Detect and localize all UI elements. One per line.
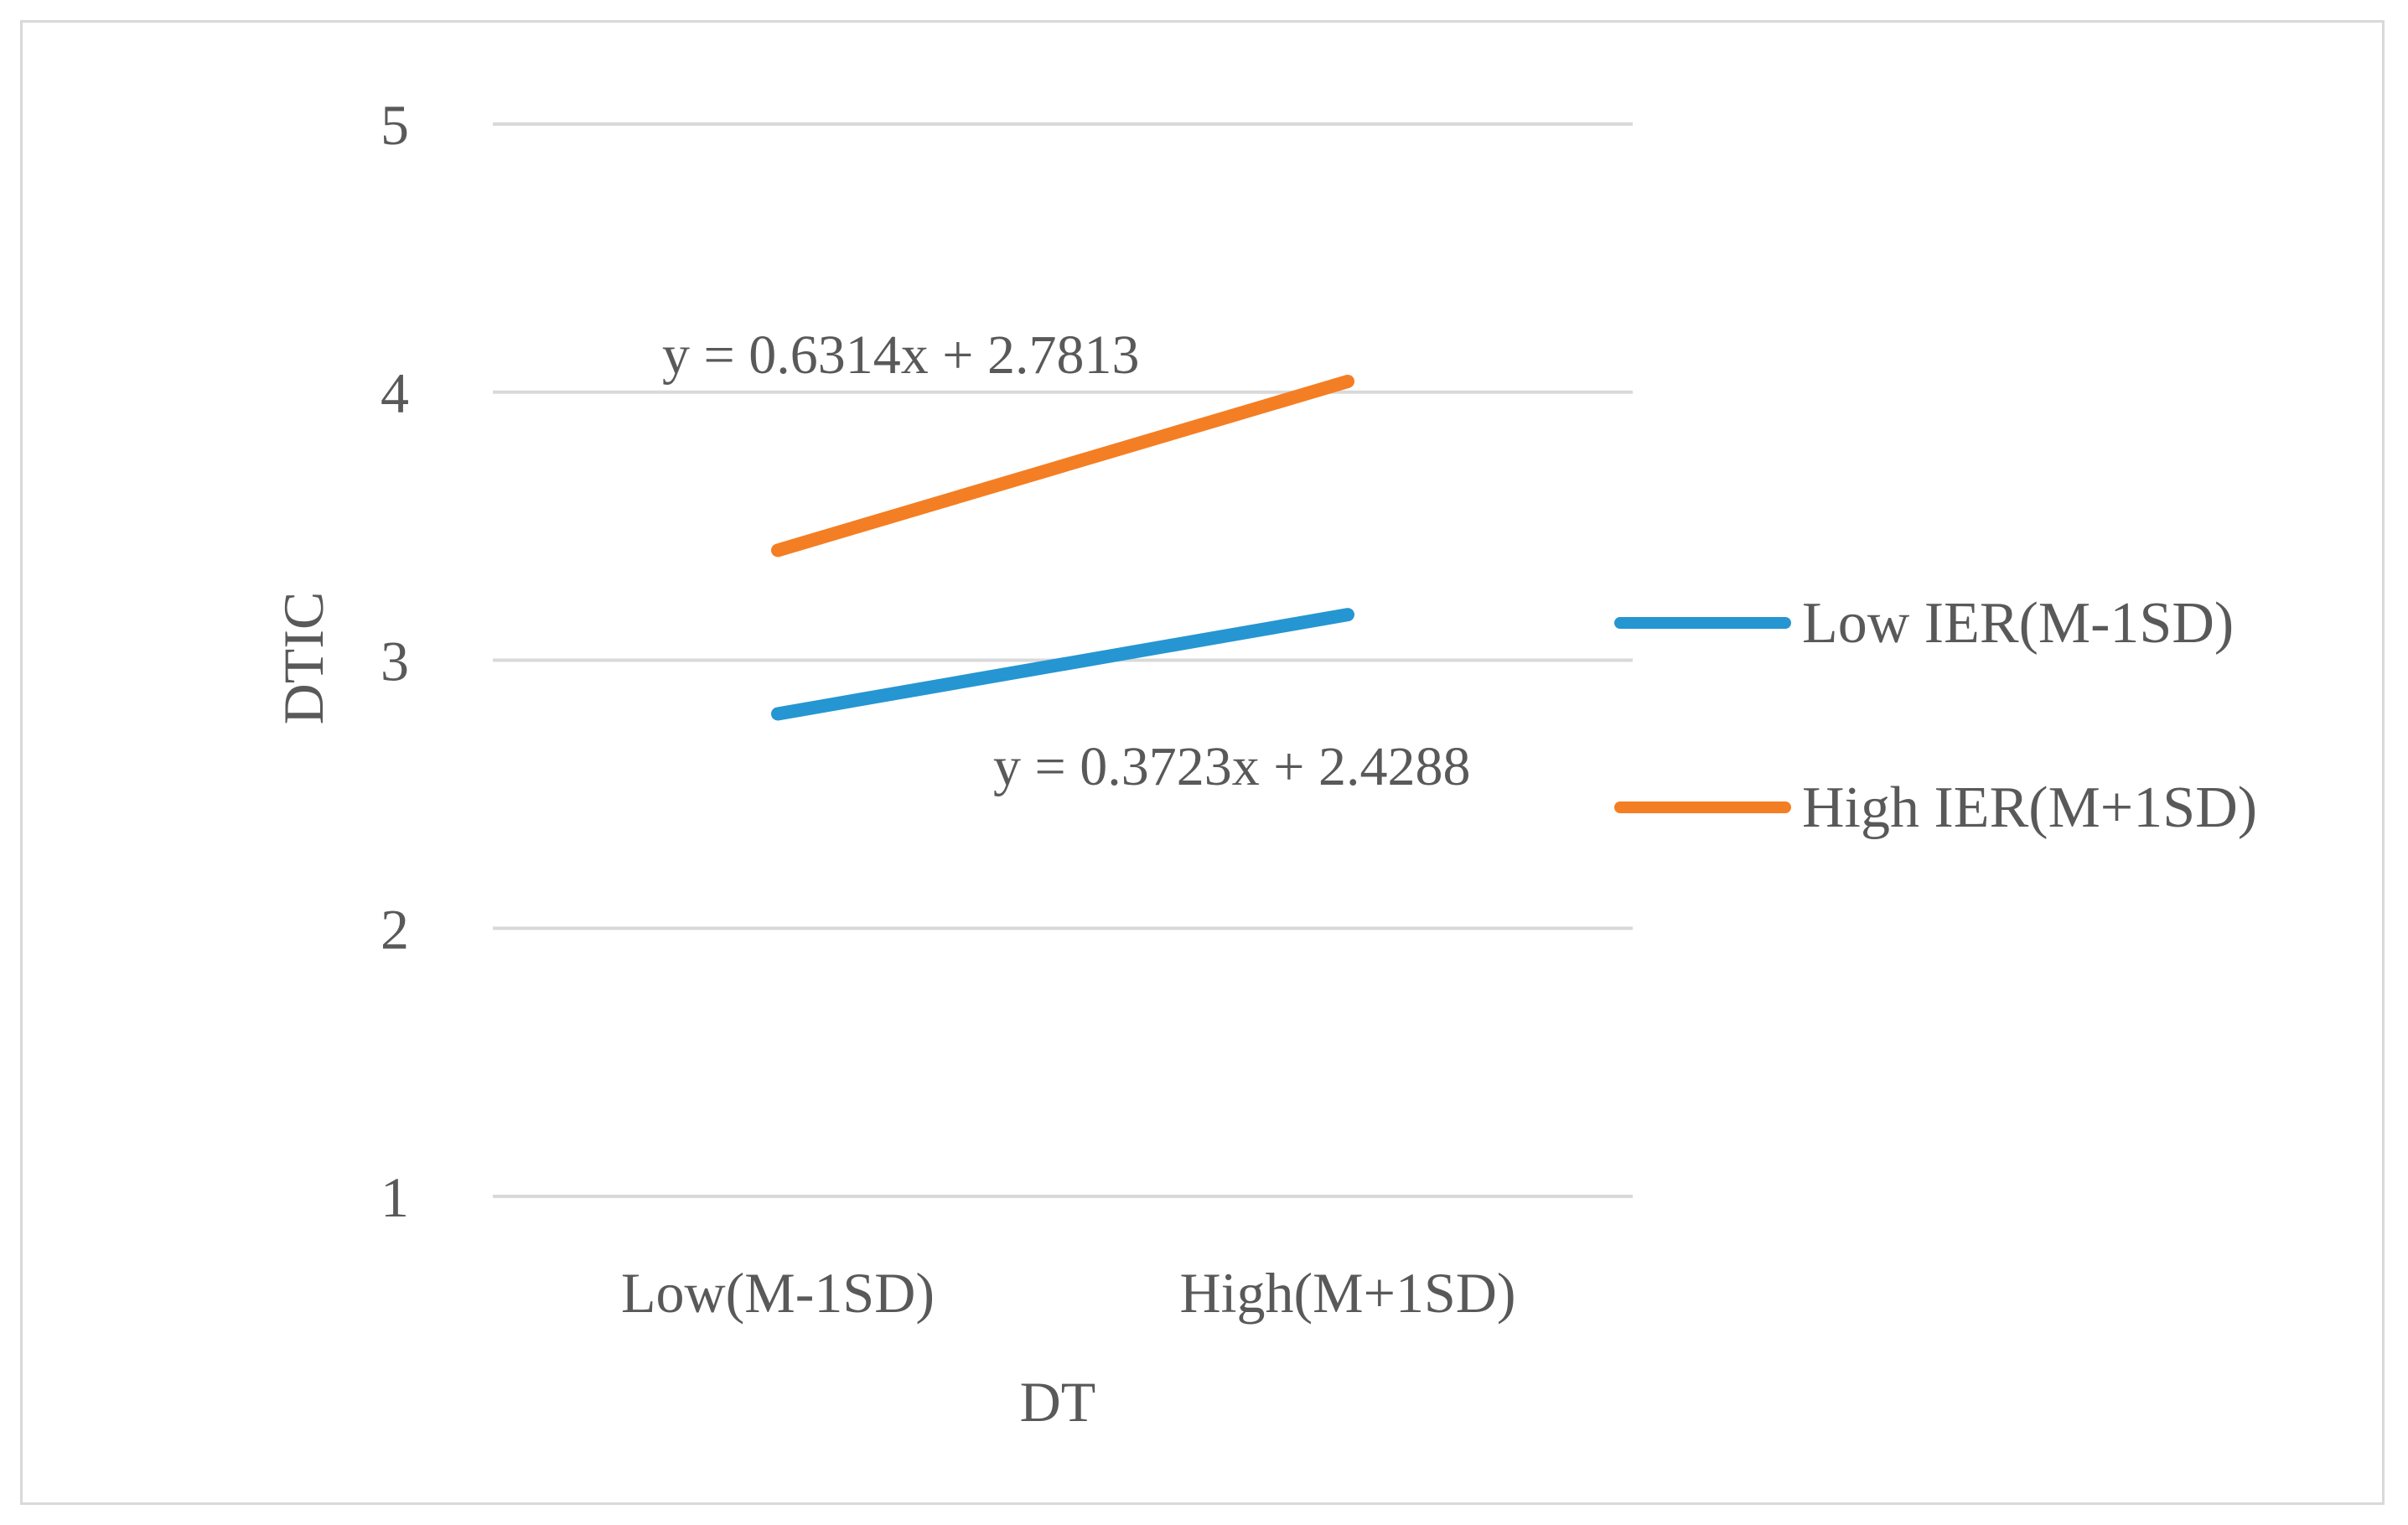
legend: Low IER(M-1SD) High IER(M+1SD) <box>1614 591 2257 840</box>
legend-entry-low-ier: Low IER(M-1SD) <box>1614 591 2234 656</box>
series-line-1 <box>771 374 1354 558</box>
trendline-label-low-ier: y = 0.3723x + 2.4288 <box>993 736 1470 797</box>
legend-entry-high-ier: High IER(M+1SD) <box>1614 775 2257 840</box>
y-axis-ticks: 1 2 3 4 5 <box>381 93 409 1229</box>
x-tick-label-0: Low(M-1SD) <box>621 1261 935 1325</box>
y-axis-title: DTIC <box>272 592 335 725</box>
y-tick-label-2: 2 <box>381 897 409 961</box>
y-tick-label-1: 1 <box>381 1165 409 1229</box>
series-lines <box>771 374 1354 721</box>
y-tick-label-5: 5 <box>381 93 409 157</box>
chart-frame <box>20 20 2385 1505</box>
legend-label-low-ier: Low IER(M-1SD) <box>1802 591 2234 656</box>
legend-label-high-ier: High IER(M+1SD) <box>1802 775 2257 840</box>
trendline-label-high-ier: y = 0.6314x + 2.7813 <box>662 324 1139 386</box>
x-axis-title: DT <box>1020 1370 1096 1434</box>
x-tick-label-1: High(M+1SD) <box>1179 1261 1515 1325</box>
y-tick-label-3: 3 <box>381 630 409 693</box>
series-line-0 <box>771 608 1354 721</box>
y-tick-label-4: 4 <box>381 361 409 425</box>
gridlines <box>493 122 1633 1198</box>
x-axis-ticks: Low(M-1SD) High(M+1SD) <box>621 1261 1516 1325</box>
